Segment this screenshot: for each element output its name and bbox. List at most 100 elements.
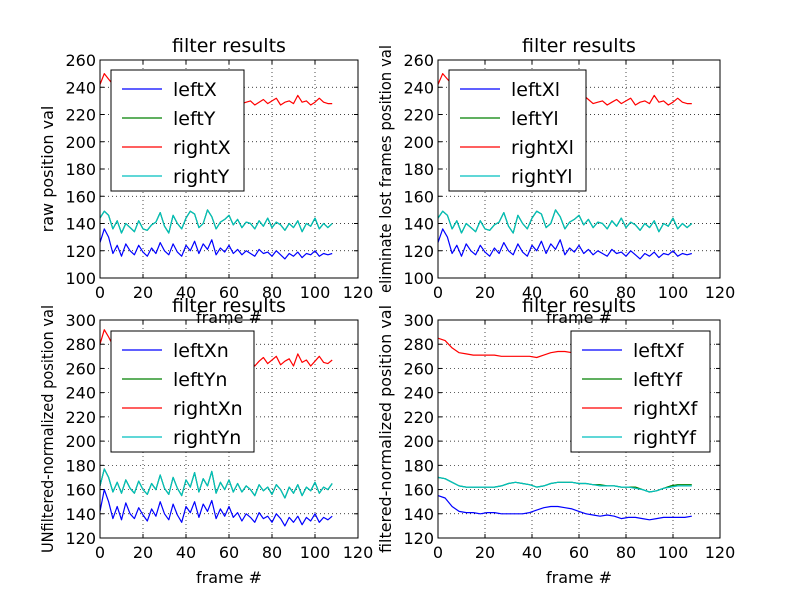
x-tick-label: 60: [219, 283, 239, 302]
legend: leftXn leftYn rightXn rightYn: [110, 330, 255, 453]
y-axis-label: raw position val: [38, 106, 57, 233]
x-tick-label: 40: [176, 283, 196, 302]
x-axis-label: frame #: [196, 308, 262, 327]
legend-label-rightXf: rightXf: [633, 398, 699, 420]
y-tick-label: 120: [65, 242, 96, 261]
x-tick-label: 120: [343, 283, 374, 302]
y-tick-label: 140: [403, 505, 434, 524]
series-line-leftXl: [437, 228, 692, 260]
y-tick-label: 200: [65, 432, 96, 451]
y-axis-label: UNfiltered-normalized position val: [38, 305, 57, 553]
subplot-4: 0 20 40 60 80 100 120 120 140 160 180 200 220 240 260 2…: [376, 295, 735, 587]
legend-box: [110, 69, 245, 192]
x-tick-label: 0: [95, 283, 105, 302]
chart-title: filter results: [172, 295, 286, 317]
series-line-leftYf: [437, 476, 692, 493]
x-tick-label: 100: [300, 283, 331, 302]
y-axis-label: eliminate lost frames position val: [376, 45, 395, 293]
y-tick-label: 200: [65, 133, 96, 152]
y-tick-label: 180: [65, 456, 96, 475]
legend-label-leftXl: leftXl: [511, 79, 560, 101]
chart-title: filter results: [172, 35, 286, 57]
x-tick-label: 80: [616, 283, 636, 302]
legend-label-leftYf: leftYf: [633, 369, 683, 391]
legend: leftXf leftYf rightXf rightYf: [570, 330, 711, 453]
legend: leftXl leftYl rightXl rightYl: [448, 69, 587, 192]
x-tick-label: 20: [475, 283, 495, 302]
legend-label-rightYl: rightYl: [511, 166, 573, 188]
x-axis-label: frame #: [546, 568, 612, 587]
y-tick-label: 180: [65, 160, 96, 179]
y-tick-label: 280: [403, 335, 434, 354]
legend-label-leftYl: leftYl: [511, 108, 559, 130]
y-tick-label: 300: [65, 311, 96, 330]
y-tick-label: 160: [65, 187, 96, 206]
y-tick-label: 160: [403, 187, 434, 206]
x-tick-label: 60: [569, 543, 589, 562]
y-tick-label: 260: [403, 51, 434, 70]
x-tick-label: 40: [176, 543, 196, 562]
x-tick-label: 120: [343, 543, 374, 562]
y-tick-label: 120: [403, 242, 434, 261]
series-line-leftX: [99, 228, 333, 260]
x-tick-label: 40: [522, 543, 542, 562]
x-axis-label: frame #: [546, 308, 612, 327]
x-tick-label: 120: [705, 283, 736, 302]
x-tick-label: 0: [433, 543, 443, 562]
y-tick-label: 120: [403, 529, 434, 548]
x-tick-label: 100: [658, 543, 689, 562]
legend-label-rightYn: rightYn: [173, 427, 241, 449]
y-tick-label: 160: [403, 481, 434, 500]
y-tick-label: 300: [403, 311, 434, 330]
legend-label-rightY: rightY: [173, 166, 230, 188]
series-line-rightYn: [99, 468, 333, 499]
legend-label-rightYf: rightYf: [633, 427, 697, 449]
y-tick-label: 180: [403, 456, 434, 475]
y-tick-label: 220: [65, 408, 96, 427]
legend-label-rightXn: rightXn: [173, 398, 243, 420]
series-line-leftXn: [99, 489, 333, 527]
y-tick-label: 240: [65, 78, 96, 97]
legend-box: [110, 330, 255, 453]
legend-label-rightX: rightX: [173, 137, 231, 159]
y-tick-label: 140: [65, 215, 96, 234]
y-tick-label: 280: [65, 335, 96, 354]
legend-box: [448, 69, 587, 192]
series-line-rightXf: [437, 337, 579, 359]
subplot-1: 0 20 40 60 80 100 120 100 120 140 160 180 200 220 240 2…: [38, 35, 373, 327]
y-tick-label: 120: [65, 529, 96, 548]
x-tick-label: 60: [569, 283, 589, 302]
legend-label-rightXl: rightXl: [511, 137, 574, 159]
y-tick-label: 240: [403, 78, 434, 97]
y-tick-label: 220: [403, 408, 434, 427]
x-tick-label: 80: [262, 543, 282, 562]
y-tick-label: 160: [65, 481, 96, 500]
legend: leftX leftY rightX rightY: [110, 69, 245, 192]
y-tick-label: 260: [65, 359, 96, 378]
y-tick-label: 240: [65, 384, 96, 403]
x-tick-label: 120: [705, 543, 736, 562]
subplot-3: 0 20 40 60 80 100 120 120 140 160 180 200 220 240 260 2…: [38, 295, 373, 587]
chart-title: filter results: [522, 295, 636, 317]
x-tick-label: 100: [658, 283, 689, 302]
y-tick-label: 140: [65, 505, 96, 524]
subplot-2: 0 20 40 60 80 100 120 100 120 140 160 180 200 220 240 2…: [376, 35, 735, 327]
y-tick-label: 220: [403, 106, 434, 125]
x-axis-label: frame #: [196, 568, 262, 587]
x-tick-label: 20: [133, 283, 153, 302]
legend-label-leftX: leftX: [173, 79, 217, 101]
series-line-rightYl: [437, 209, 693, 234]
y-tick-label: 260: [65, 51, 96, 70]
x-tick-label: 100: [300, 543, 331, 562]
series-line-rightYf: [437, 476, 692, 493]
legend-box: [570, 330, 711, 453]
chart-title: filter results: [522, 35, 636, 57]
series-line-rightY: [99, 209, 333, 234]
y-tick-label: 180: [403, 160, 434, 179]
x-tick-label: 40: [522, 283, 542, 302]
y-tick-label: 260: [403, 359, 434, 378]
y-tick-label: 200: [403, 432, 434, 451]
y-axis-label: filtered-normalized position val: [376, 305, 395, 553]
y-tick-label: 100: [65, 269, 96, 288]
